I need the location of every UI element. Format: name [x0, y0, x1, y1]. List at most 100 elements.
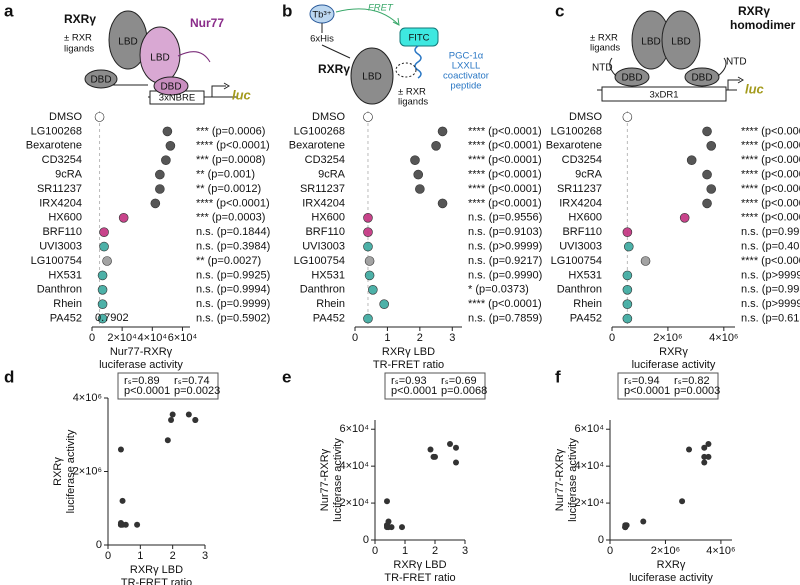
dot — [706, 184, 717, 194]
category-label: CD3254 — [305, 154, 345, 166]
point — [117, 446, 124, 453]
p-value: **** (p<0.0001) — [741, 154, 800, 166]
dot — [363, 112, 373, 122]
stats: p<0.0001 — [391, 385, 437, 397]
y-tick-label: 2×10⁴ — [574, 497, 604, 509]
p-value: **** (p<0.0001) — [468, 125, 542, 137]
x-axis-label: TR-FRET ratio — [373, 359, 444, 371]
x-tick-label: 1 — [402, 545, 408, 557]
dot — [150, 198, 161, 209]
y-axis-label: Nur77-RXRγ — [554, 448, 566, 511]
x-tick-label: 2×10⁴ — [107, 332, 137, 344]
dot — [702, 169, 712, 180]
p-value: n.s. (p=0.9990) — [468, 269, 542, 281]
dot — [622, 227, 633, 237]
y-axis-label: luciferase activity — [65, 429, 77, 513]
p-value: n.s. (p=0.1844) — [196, 226, 270, 238]
diagram-c: RXRγ homodimer ± RXR ligands LBD LBD DBD… — [590, 4, 796, 102]
p-value: n.s. (p=0.9556) — [468, 212, 542, 224]
label: luc — [232, 87, 252, 102]
p-value: * (p=0.0373) — [468, 284, 529, 296]
y-tick-label: 4×10⁶ — [73, 392, 102, 404]
label: FITC — [408, 33, 429, 44]
dot — [679, 213, 690, 223]
y-tick-label: 0 — [363, 534, 369, 546]
point — [119, 497, 126, 504]
label: LBD — [150, 53, 169, 64]
x-tick-label: 1 — [384, 332, 390, 344]
dot — [118, 213, 129, 223]
dot — [97, 284, 108, 295]
p-value: n.s. (p=0.9997) — [741, 226, 800, 238]
label: DBD — [691, 73, 712, 84]
p-value: **** (p<0.0001) — [468, 183, 542, 195]
panel-label: c — [555, 1, 564, 20]
label: DBD — [90, 75, 111, 86]
y-tick-label: 2×10⁴ — [339, 497, 369, 509]
point — [447, 441, 453, 447]
x-tick-label: 0 — [89, 332, 95, 344]
p-value: **** (p<0.0001) — [741, 169, 800, 181]
p-value: **** (p<0.0001) — [468, 154, 542, 166]
dot — [413, 169, 424, 180]
category-label: HX531 — [568, 269, 602, 281]
dot — [161, 155, 171, 165]
dot — [706, 141, 717, 151]
x-tick-label: 0 — [372, 545, 378, 557]
dot — [622, 313, 633, 324]
label: RXRγ — [318, 62, 350, 76]
point — [168, 417, 175, 424]
p-value: n.s. (p=0.9994) — [196, 284, 270, 296]
label: PGC-1α — [449, 51, 484, 62]
p-value: ** (p=0.001) — [196, 169, 255, 181]
category-label: SR11237 — [557, 183, 602, 195]
label: coactivator — [443, 71, 489, 82]
dot — [622, 284, 633, 295]
panel-label: d — [4, 367, 14, 386]
dot — [622, 270, 633, 281]
label: RXRγ — [738, 4, 770, 18]
dot — [368, 284, 378, 295]
dot — [155, 184, 165, 194]
x-tick-label: 0 — [609, 332, 615, 344]
label: ligands — [64, 44, 94, 55]
label: LBD — [671, 37, 690, 48]
p-value: **** (p<0.0001) — [741, 255, 800, 267]
label: LBD — [641, 37, 660, 48]
point — [679, 498, 686, 505]
stats: rₛ=0.69 — [441, 375, 477, 387]
x-tick-label: 0 — [352, 332, 358, 344]
x-axis-label: TR-FRET ratio — [121, 577, 192, 585]
category-label: IRX4204 — [302, 197, 345, 209]
y-tick-label: 2×10⁶ — [73, 465, 102, 477]
category-label: LG100268 — [294, 125, 345, 137]
dot — [97, 270, 108, 281]
p-value: *** (p=0.0008) — [196, 154, 265, 166]
label: DBD — [621, 73, 642, 84]
label: homodimer — [730, 18, 796, 32]
p-value: n.s. (p=0.5902) — [196, 313, 270, 325]
point — [640, 518, 647, 525]
x-axis-label: TR-FRET ratio — [384, 572, 455, 584]
category-label: HX531 — [48, 269, 82, 281]
p-value: n.s. (p=0.9217) — [468, 255, 542, 267]
point — [686, 446, 693, 453]
dot — [162, 126, 173, 137]
dot — [623, 241, 634, 252]
x-axis-label: luciferase activity — [629, 572, 713, 584]
p-value: **** (p<0.0001) — [468, 140, 542, 152]
point — [134, 521, 141, 528]
p-value: n.s. (p=0.3984) — [196, 241, 270, 253]
x-axis-label: Nur77-RXRγ — [110, 346, 173, 358]
point — [164, 437, 171, 444]
p-value: n.s. (p>0.9999) — [468, 241, 542, 253]
dot — [410, 155, 420, 165]
x-tick-label: 6×10⁴ — [168, 332, 198, 344]
x-axis-label: luciferase activity — [632, 359, 716, 371]
category-label: Rhein — [573, 298, 602, 310]
category-label: Bexarotene — [26, 140, 82, 152]
x-axis-label: RXRγ — [659, 346, 688, 358]
category-label: CD3254 — [42, 154, 82, 166]
dot — [364, 270, 375, 281]
category-label: PA452 — [570, 313, 602, 325]
